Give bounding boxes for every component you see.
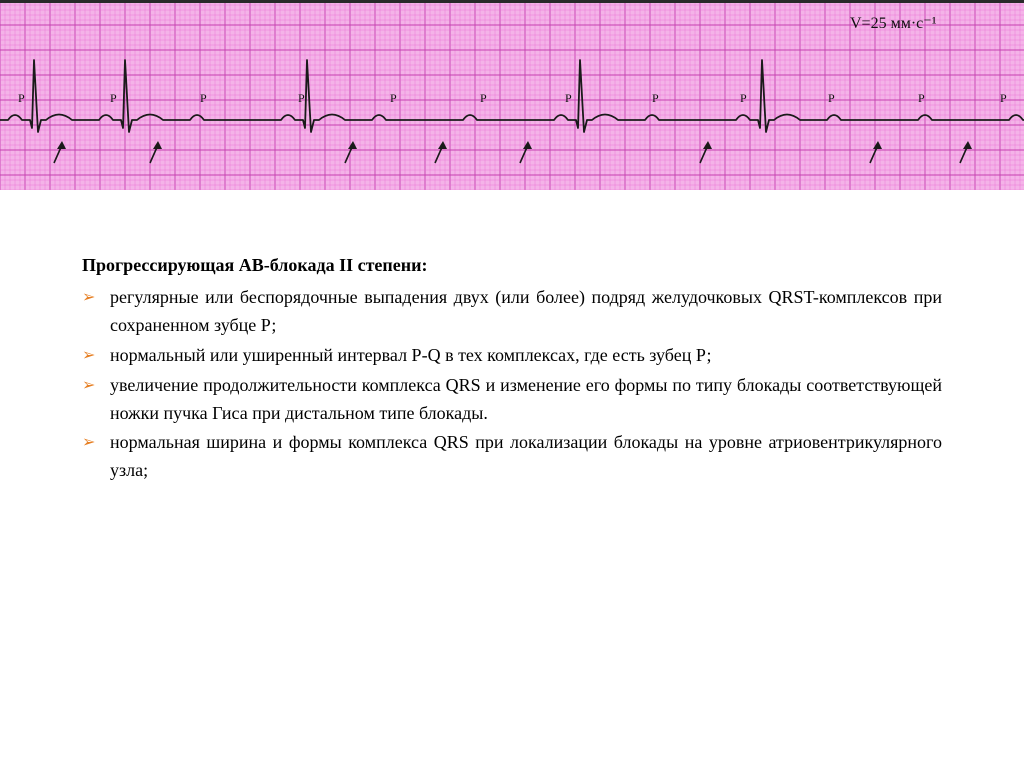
- p-wave-label: P: [918, 91, 925, 105]
- p-wave-label: P: [652, 91, 659, 105]
- bullet-item: ➢ увеличение продолжительности комплекса…: [82, 372, 942, 428]
- bullet-item: ➢ нормальный или уширенный интервал P-Q …: [82, 342, 942, 370]
- p-wave-label: P: [110, 91, 117, 105]
- bullet-marker-icon: ➢: [82, 286, 95, 311]
- speed-label: V=25 мм·с⁻¹: [850, 15, 937, 32]
- p-wave-label: P: [200, 91, 207, 105]
- heading-text: Прогрессирующая АВ-блокада II степени:: [82, 255, 942, 276]
- p-wave-label: P: [740, 91, 747, 105]
- bullet-text: регулярные или беспорядочные выпадения д…: [110, 287, 942, 335]
- bullet-text: нормальная ширина и формы комплекса QRS …: [110, 432, 942, 480]
- p-wave-label: P: [1000, 91, 1007, 105]
- p-wave-label: P: [390, 91, 397, 105]
- bullet-marker-icon: ➢: [82, 374, 95, 399]
- bullet-marker-icon: ➢: [82, 344, 95, 369]
- slide-text-block: Прогрессирующая АВ-блокада II степени: ➢…: [0, 190, 1024, 485]
- p-wave-label: P: [565, 91, 572, 105]
- bullet-text: нормальный или уширенный интервал P-Q в …: [110, 345, 712, 365]
- bullet-text: увеличение продолжительности комплекса Q…: [110, 375, 942, 423]
- ecg-strip-image: P P P P P P P P P P P P V=25 мм·с⁻¹: [0, 0, 1024, 190]
- p-wave-label: P: [18, 91, 25, 105]
- bullet-marker-icon: ➢: [82, 431, 95, 456]
- p-wave-label: P: [480, 91, 487, 105]
- bullet-item: ➢ регулярные или беспорядочные выпадения …: [82, 284, 942, 340]
- bullet-item: ➢ нормальная ширина и формы комплекса QR…: [82, 429, 942, 485]
- p-wave-label: P: [828, 91, 835, 105]
- bullet-list: ➢ регулярные или беспорядочные выпадения …: [82, 284, 942, 485]
- p-wave-label: P: [298, 91, 305, 105]
- ecg-svg: P P P P P P P P P P P P V=25 мм·с⁻¹: [0, 0, 1024, 190]
